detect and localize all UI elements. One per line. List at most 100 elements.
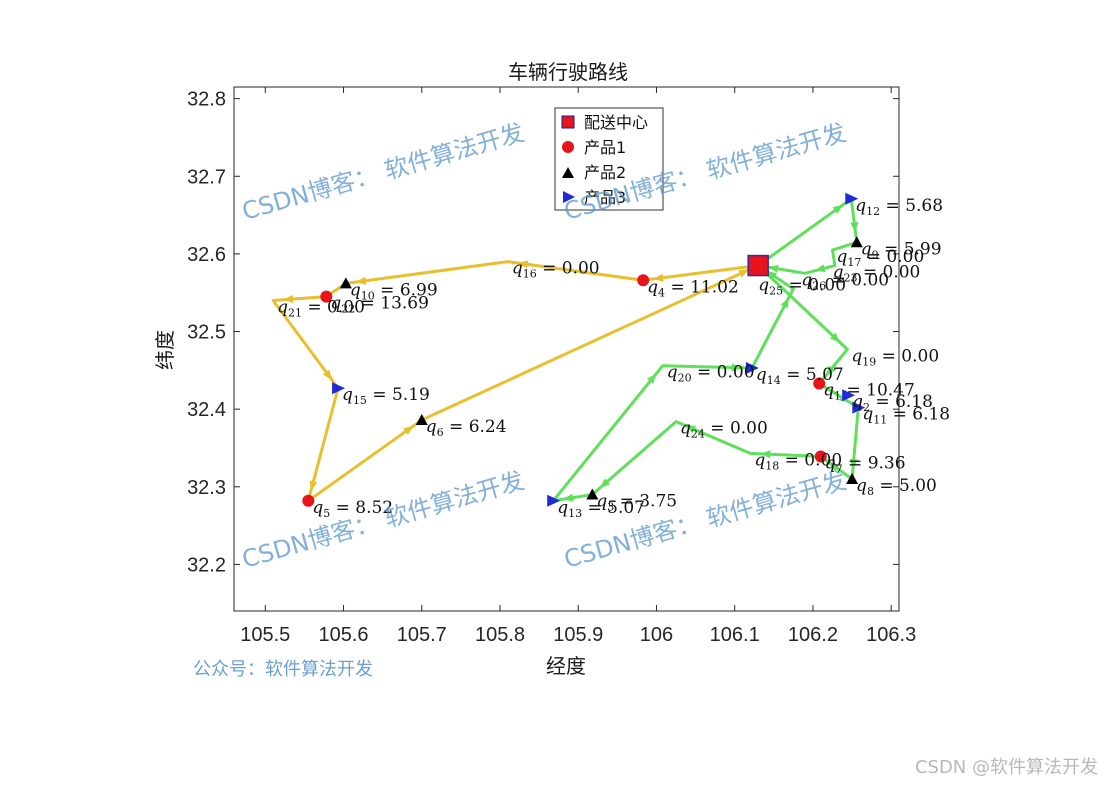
- markers: [302, 192, 866, 507]
- point-label: q3 = 3.75: [596, 492, 677, 514]
- legend: 配送中心 产品1 产品2 产品3: [554, 107, 664, 211]
- point-label: q17 = 0.00: [837, 247, 925, 269]
- product1-marker: [320, 290, 333, 303]
- product1-marker: [813, 377, 826, 390]
- x-tick-label: 106.1: [710, 624, 760, 646]
- route-arrow: [849, 458, 858, 470]
- point-label: q12 = 5.68: [855, 196, 943, 218]
- axes: 105.5 105.6 105.7 105.8 105.9 106 106.1 106.2 10…: [187, 86, 916, 646]
- product2-marker: [415, 414, 428, 426]
- routes: [271, 197, 860, 503]
- x-tick-label: 106: [640, 624, 673, 646]
- legend-label-depot: 配送中心: [584, 113, 648, 132]
- route-arrow: [283, 295, 294, 304]
- product3-marker: [845, 192, 859, 205]
- route-arrow: [563, 493, 574, 502]
- point-label: q25 = 0.00: [758, 276, 846, 298]
- x-tick-label: 105.6: [318, 624, 368, 646]
- x-tick-label: 105.7: [397, 624, 447, 646]
- legend-label-product2: 产品2: [584, 163, 626, 182]
- point-label: q4 = 11.02: [647, 277, 739, 299]
- route-arrow: [322, 369, 333, 381]
- point-label: q11 = 6.18: [862, 405, 950, 427]
- point-label: q2 = 6.18: [852, 392, 933, 414]
- y-tick-label: 32.5: [187, 322, 226, 344]
- route-arrow: [599, 478, 611, 488]
- route-arrow: [731, 363, 742, 372]
- point-label: q8 = 5.00: [856, 476, 937, 498]
- point-label: q1 = 10.47: [823, 381, 915, 403]
- product2-marker: [846, 473, 859, 485]
- route-arrow: [355, 276, 367, 285]
- legend-marker-product2: [562, 167, 574, 178]
- point-label: q15 = 5.19: [342, 385, 430, 407]
- depot-marker: [747, 254, 769, 277]
- route-arrow: [830, 332, 841, 343]
- point-label: q23 = 0.00: [833, 263, 921, 285]
- y-tick-label: 32.6: [187, 244, 226, 266]
- point-label: q7 = 9.36: [825, 454, 906, 476]
- point-label: q21 = 0.00: [277, 297, 365, 319]
- point-label: q18 = 0.00: [754, 450, 842, 472]
- product2-marker: [850, 236, 863, 248]
- point-label: q9 = 5.99: [861, 239, 942, 261]
- route-arrow: [403, 425, 414, 435]
- route-arrow: [850, 221, 859, 233]
- legend-label-product3: 产品3: [584, 188, 626, 207]
- product3-marker: [852, 401, 866, 414]
- y-tick-label: 32.2: [187, 554, 226, 576]
- x-tick-label: 105.9: [553, 624, 603, 646]
- product3-marker: [332, 382, 346, 395]
- route-arrow: [653, 273, 664, 282]
- route-arrow: [517, 260, 529, 269]
- route-arrow: [760, 450, 771, 459]
- route-arrow: [738, 269, 750, 278]
- x-tick-label: 105.8: [475, 624, 525, 646]
- product1-marker: [637, 274, 650, 287]
- route-arrow: [825, 365, 836, 376]
- point-label: q10 = 6.99: [350, 280, 438, 302]
- product2-marker: [586, 488, 599, 500]
- y-tick-label: 32.8: [187, 89, 226, 111]
- route-line-2: [551, 197, 860, 503]
- route-arrow: [768, 264, 779, 273]
- route-arrow: [828, 462, 840, 472]
- plot-frame: [233, 86, 900, 612]
- product3-marker: [745, 362, 759, 375]
- product3-marker: [547, 494, 561, 507]
- route-arrow: [814, 264, 826, 273]
- point-label: q19 = 0.00: [851, 346, 939, 368]
- route-arrow: [832, 204, 844, 214]
- product1-marker: [302, 494, 315, 507]
- y-axis-label: 纬度: [153, 330, 177, 370]
- y-tick-label: 32.7: [187, 166, 226, 188]
- point-label: q22 = 13.69: [330, 294, 429, 316]
- point-label: q16 = 0.00: [512, 259, 600, 281]
- point-label: q14 = 5.07: [756, 365, 844, 387]
- point-label: q20 = 0.00: [667, 363, 755, 385]
- route-line-1: [271, 260, 759, 503]
- point-label: q24 = 0.00: [680, 419, 768, 441]
- legend-label-product1: 产品1: [584, 138, 626, 157]
- point-label: q6 = 6.24: [426, 417, 507, 439]
- y-tick-label: 32.4: [187, 399, 226, 421]
- point-label: q5 = 8.52: [312, 498, 393, 520]
- product3-marker: [842, 389, 856, 402]
- product2-marker: [339, 277, 352, 289]
- route-arrow: [780, 297, 789, 309]
- legend-marker-product1: [562, 141, 574, 153]
- chart-title: 车辆行驶路线: [508, 60, 628, 84]
- point-label: q13 = 5.07: [557, 498, 645, 520]
- point-label: q26 = 0.00: [801, 270, 889, 292]
- x-tick-label: 105.5: [240, 624, 290, 646]
- route-arrow: [309, 480, 318, 492]
- x-tick-label: 106.2: [788, 624, 838, 646]
- y-tick-label: 32.3: [187, 477, 226, 499]
- route-arrow: [766, 271, 778, 280]
- route-arrow: [685, 425, 696, 434]
- x-axis-label: 经度: [546, 654, 586, 678]
- product1-marker: [814, 450, 827, 463]
- route-arrow: [647, 373, 657, 384]
